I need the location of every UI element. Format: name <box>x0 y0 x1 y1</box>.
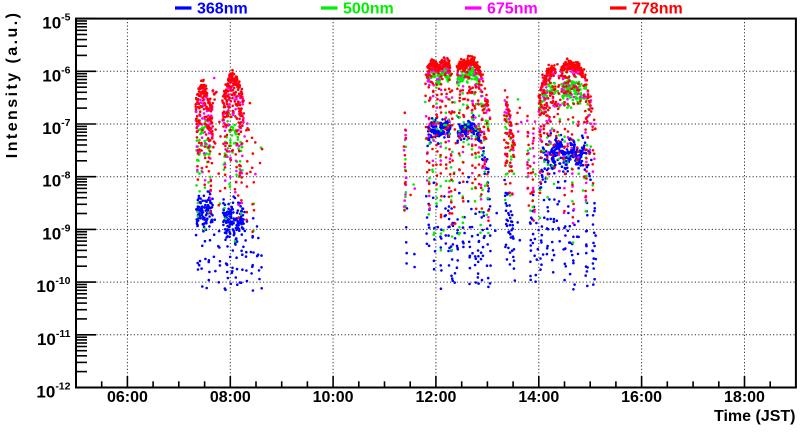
svg-text:10-12: 10-12 <box>36 381 70 402</box>
svg-text:12:00: 12:00 <box>415 389 456 406</box>
svg-text:10-5: 10-5 <box>42 12 70 33</box>
svg-text:10-7: 10-7 <box>42 117 70 138</box>
svg-text:10-10: 10-10 <box>36 275 70 296</box>
svg-text:500nm: 500nm <box>343 1 394 18</box>
svg-text:10-9: 10-9 <box>42 222 70 243</box>
svg-text:Intensity (a.u.): Intensity (a.u.) <box>4 11 21 159</box>
svg-text:08:00: 08:00 <box>210 389 251 406</box>
svg-text:10:00: 10:00 <box>313 389 354 406</box>
svg-text:Time (JST): Time (JST) <box>714 408 796 425</box>
svg-text:368nm: 368nm <box>197 1 248 18</box>
svg-text:10-8: 10-8 <box>42 170 70 191</box>
svg-text:675nm: 675nm <box>487 1 538 18</box>
svg-text:778nm: 778nm <box>632 1 683 18</box>
svg-text:16:00: 16:00 <box>621 389 662 406</box>
svg-text:10-6: 10-6 <box>42 64 70 85</box>
svg-text:06:00: 06:00 <box>107 389 148 406</box>
svg-text:18:00: 18:00 <box>724 389 765 406</box>
svg-text:10-11: 10-11 <box>37 328 71 349</box>
svg-text:14:00: 14:00 <box>518 389 559 406</box>
